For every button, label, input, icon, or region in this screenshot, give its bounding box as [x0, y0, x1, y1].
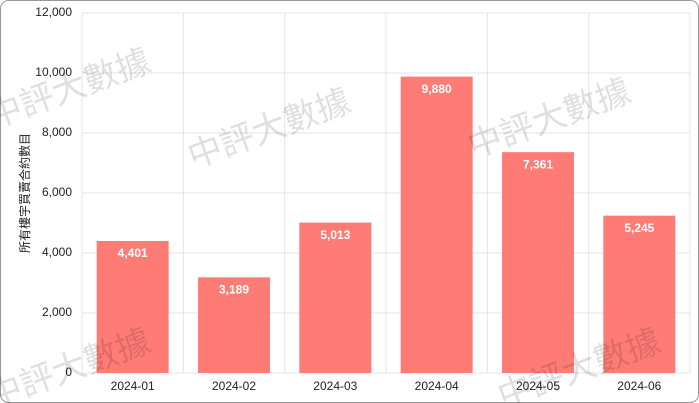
value-label: 4,401 — [118, 246, 148, 260]
x-tick-label: 2024-02 — [212, 379, 256, 393]
y-tick-label: 2,000 — [42, 305, 72, 319]
bar — [502, 152, 574, 373]
bar — [603, 215, 676, 373]
value-label: 9,880 — [422, 82, 452, 96]
bar — [299, 222, 372, 373]
value-label: 5,013 — [320, 228, 350, 242]
bar — [96, 240, 169, 373]
y-tick-label: 0 — [65, 365, 72, 379]
y-tick-label: 12,000 — [35, 5, 72, 19]
bar — [400, 76, 473, 373]
x-tick-label: 2024-04 — [415, 379, 459, 393]
y-tick-label: 8,000 — [42, 125, 72, 139]
value-label: 7,361 — [523, 157, 553, 171]
plot: 2024-01 4,401 2024-02 3,189 2024-03 5,013 2024… — [96, 76, 676, 393]
x-tick-label: 2024-05 — [516, 379, 560, 393]
x-tick-label: 2024-06 — [617, 379, 661, 393]
y-tick-label: 4,000 — [42, 245, 72, 259]
y-tick-label: 6,000 — [42, 185, 72, 199]
bar — [198, 277, 270, 373]
x-tick-label: 2024-03 — [313, 379, 357, 393]
x-tick-label: 2024-01 — [111, 379, 155, 393]
value-label: 5,245 — [624, 221, 654, 235]
y-tick-label: 10,000 — [35, 65, 72, 79]
value-label: 3,189 — [219, 283, 249, 297]
y-axis-label: 所有樓宇買賣合約數目 — [17, 133, 32, 253]
grid: 0 2,000 4,000 6,000 8,000 10,000 12,000 — [35, 5, 691, 379]
